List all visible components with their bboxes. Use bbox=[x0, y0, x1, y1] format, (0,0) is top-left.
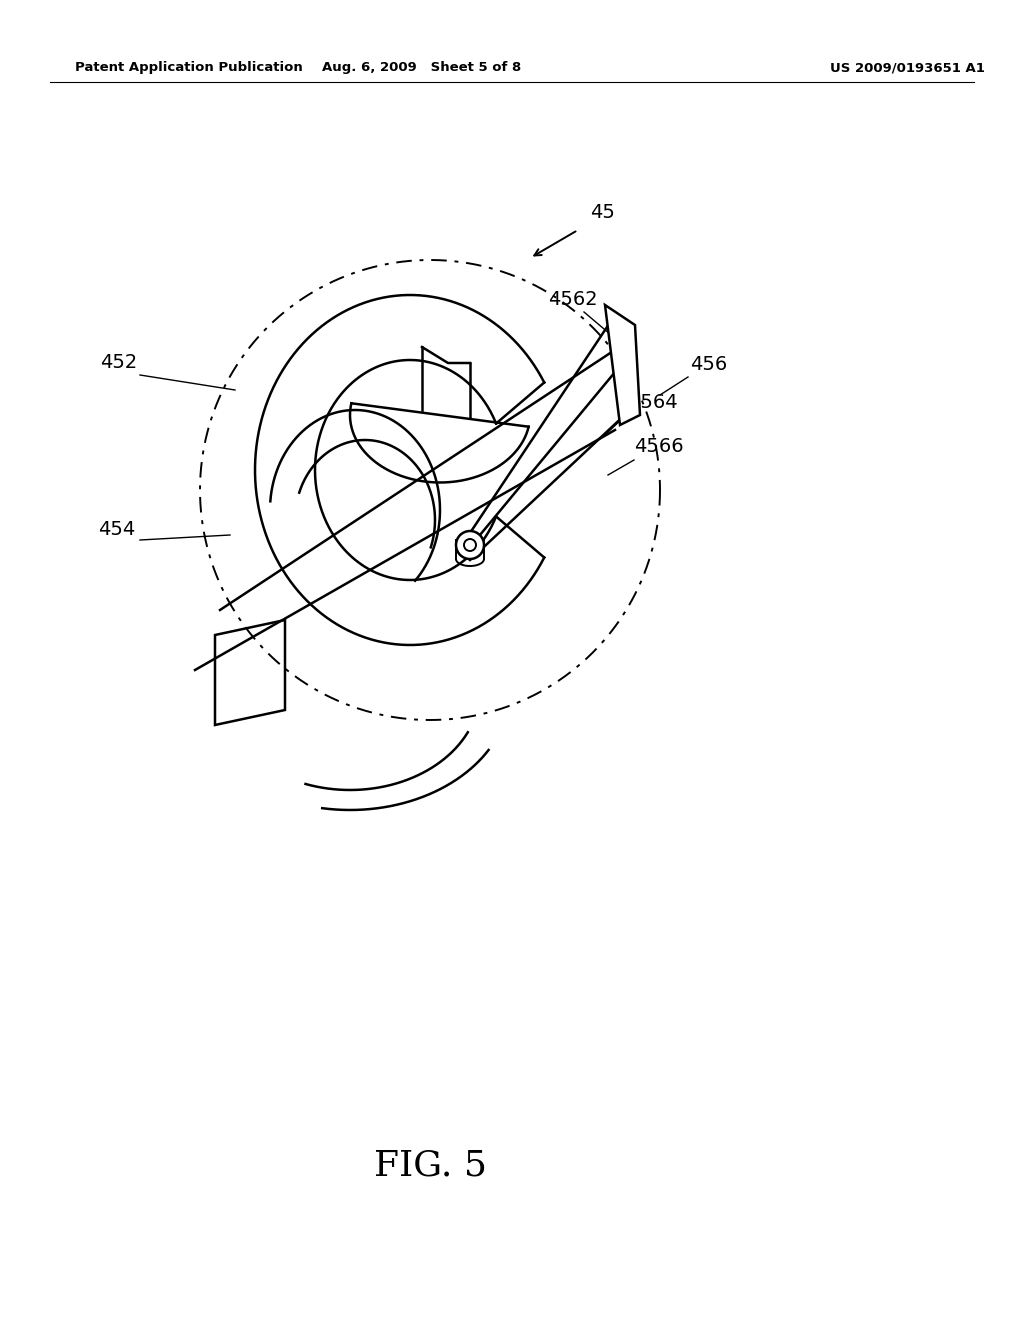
Text: Patent Application Publication: Patent Application Publication bbox=[75, 62, 303, 74]
Text: 4566: 4566 bbox=[634, 437, 684, 455]
Text: FIG. 5: FIG. 5 bbox=[374, 1148, 486, 1181]
Polygon shape bbox=[215, 620, 285, 725]
Polygon shape bbox=[605, 305, 640, 425]
Circle shape bbox=[456, 531, 484, 558]
Text: 454: 454 bbox=[98, 520, 135, 539]
Text: US 2009/0193651 A1: US 2009/0193651 A1 bbox=[830, 62, 985, 74]
Text: 45: 45 bbox=[590, 203, 614, 222]
Text: 4562: 4562 bbox=[548, 290, 598, 309]
Text: 4564: 4564 bbox=[628, 393, 678, 412]
Text: 456: 456 bbox=[690, 355, 727, 374]
Text: 452: 452 bbox=[100, 352, 137, 372]
Text: Aug. 6, 2009   Sheet 5 of 8: Aug. 6, 2009 Sheet 5 of 8 bbox=[323, 62, 521, 74]
